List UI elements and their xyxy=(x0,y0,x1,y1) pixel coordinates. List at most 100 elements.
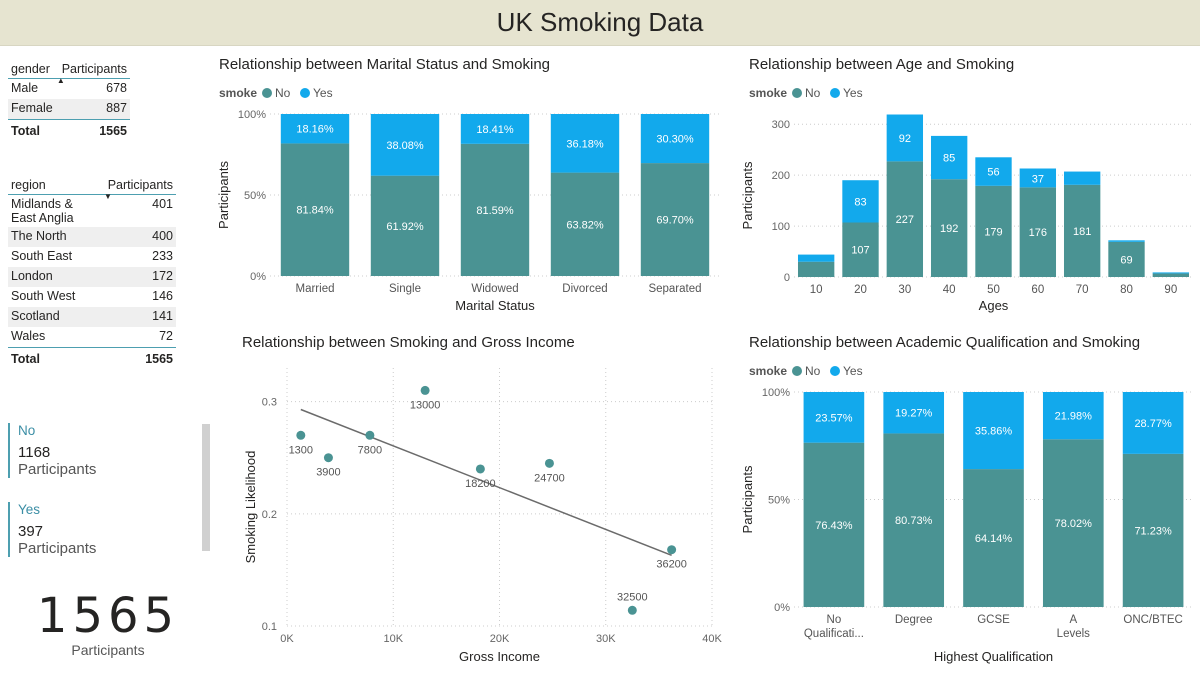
bar-segment-no[interactable] xyxy=(797,261,835,277)
bar-segment-yes[interactable] xyxy=(930,135,968,180)
bar-segment-yes[interactable] xyxy=(963,392,1024,470)
bar-segment-no[interactable] xyxy=(842,222,879,277)
chart-legend[interactable]: smoke No Yes xyxy=(749,364,863,378)
table-row[interactable]: Male 678 xyxy=(8,79,130,100)
smoke-no-card: No 1168 Participants xyxy=(8,423,213,478)
legend-entry[interactable]: Yes xyxy=(843,86,863,100)
bar-segment-yes[interactable] xyxy=(842,180,879,223)
table-row[interactable]: South West 146 xyxy=(8,287,176,307)
table-row[interactable]: The North 400 xyxy=(8,227,176,247)
sort-descending-icon: ▼ xyxy=(104,192,112,201)
bar-segment-yes[interactable] xyxy=(550,114,620,173)
bar-segment-yes[interactable] xyxy=(460,114,530,144)
table-total-row: Total 1565 xyxy=(8,119,130,142)
y-tick-label: 0.3 xyxy=(262,397,277,409)
table-row[interactable]: Wales 72 xyxy=(8,327,176,348)
data-label: 23.57% xyxy=(815,412,853,424)
table-row[interactable]: Female 887 xyxy=(8,99,130,120)
bar-segment-no[interactable] xyxy=(550,172,620,276)
data-label: 181 xyxy=(1073,226,1091,238)
bar-segment-yes[interactable] xyxy=(1042,392,1104,440)
scatter-point[interactable] xyxy=(627,605,637,615)
age-chart[interactable]: Relationship between Age and Smoking smok… xyxy=(740,50,1195,320)
scatter-point[interactable] xyxy=(475,464,485,474)
region-value: 400 xyxy=(104,227,176,247)
data-label: 78.02% xyxy=(1055,518,1093,530)
region-value: 172 xyxy=(104,267,176,287)
y-axis-label: Participants xyxy=(740,465,755,533)
bar-segment-yes[interactable] xyxy=(1122,392,1184,454)
card-scrollbar[interactable] xyxy=(202,424,210,551)
bar-segment-no[interactable] xyxy=(460,143,530,276)
scatter-point[interactable] xyxy=(323,453,333,463)
gender-label: Female xyxy=(8,99,57,120)
sort-ascending-icon: ▲ xyxy=(56,76,65,85)
marital-status-chart[interactable]: Relationship between Marital Status and … xyxy=(210,50,730,320)
region-label: Wales xyxy=(11,329,46,343)
x-axis-label: Ages xyxy=(979,298,1009,313)
data-label: 35.86% xyxy=(975,426,1013,438)
region-column-header[interactable]: region xyxy=(8,176,104,195)
bar-segment-no[interactable] xyxy=(370,175,440,276)
legend-entry[interactable]: Yes xyxy=(313,86,333,100)
card-value: 1168 xyxy=(18,444,51,461)
scatter-point[interactable] xyxy=(365,430,375,440)
bar-segment-no[interactable] xyxy=(280,143,350,276)
bar-segment-yes[interactable] xyxy=(886,114,924,162)
x-tick-label: ONC/BTEC xyxy=(1123,614,1182,626)
data-label: 107 xyxy=(851,245,869,257)
bar-segment-no[interactable] xyxy=(1042,439,1104,607)
bar-segment-no[interactable] xyxy=(975,185,1012,277)
bar-segment-yes[interactable] xyxy=(370,114,440,176)
x-tick-label: 70 xyxy=(1076,284,1089,296)
legend-entry[interactable]: Yes xyxy=(843,364,863,378)
bar-segment-no[interactable] xyxy=(1019,187,1057,277)
bar-segment-yes[interactable] xyxy=(1108,240,1145,242)
bar-segment-no[interactable] xyxy=(886,161,924,277)
bar-segment-no[interactable] xyxy=(883,433,945,607)
legend-title: smoke xyxy=(749,364,787,378)
table-row[interactable]: Midlands & East Anglia 401 xyxy=(8,195,176,228)
chart-legend[interactable]: smoke No Yes xyxy=(749,86,863,100)
bar-segment-yes[interactable] xyxy=(1152,272,1190,274)
bar-segment-no[interactable] xyxy=(1122,453,1184,607)
table-row[interactable]: Scotland 141 xyxy=(8,307,176,327)
legend-entry[interactable]: No xyxy=(275,86,291,100)
scatter-point[interactable] xyxy=(544,458,554,468)
region-table[interactable]: region Participants ▼ Midlands & East An… xyxy=(8,176,176,370)
bar-segment-no[interactable] xyxy=(1063,184,1101,277)
card-value: 397 xyxy=(18,523,44,540)
bar-segment-yes[interactable] xyxy=(975,157,1012,186)
bar-segment-yes[interactable] xyxy=(803,392,865,443)
bar-segment-yes[interactable] xyxy=(797,254,835,262)
bar-segment-yes[interactable] xyxy=(883,392,945,434)
gender-column-header[interactable]: gender xyxy=(8,60,57,79)
income-chart[interactable]: Relationship between Smoking and Gross I… xyxy=(210,328,730,668)
bar-segment-no[interactable] xyxy=(963,469,1024,607)
legend-entry[interactable]: No xyxy=(805,86,821,100)
scatter-point[interactable] xyxy=(296,430,306,440)
bar-segment-no[interactable] xyxy=(1108,241,1145,277)
bar-segment-yes[interactable] xyxy=(280,114,350,144)
chart-legend[interactable]: smoke No Yes xyxy=(219,86,333,100)
legend-entry[interactable]: No xyxy=(805,364,821,378)
total-participants-label: Participants xyxy=(71,642,145,658)
scatter-point[interactable] xyxy=(420,385,430,395)
bar-segment-yes[interactable] xyxy=(1019,168,1057,188)
dashboard-header: UK Smoking Data xyxy=(0,0,1200,46)
scatter-point[interactable] xyxy=(667,545,677,555)
x-tick-label: 80 xyxy=(1120,284,1133,296)
gender-table[interactable]: gender Participants ▲ Male 678 Female 88… xyxy=(8,60,130,142)
qualification-chart[interactable]: Relationship between Academic Qualificat… xyxy=(740,328,1195,668)
bar-segment-yes[interactable] xyxy=(640,114,710,164)
bar-segment-no[interactable] xyxy=(640,163,710,276)
table-row[interactable]: London 172 xyxy=(8,267,176,287)
bar-segment-no[interactable] xyxy=(930,179,968,277)
bar-segment-no[interactable] xyxy=(1152,273,1190,277)
x-tick-label: Married xyxy=(296,283,335,295)
participants-column-header[interactable]: Participants ▲ xyxy=(56,60,130,85)
participants-column-header[interactable]: Participants ▼ xyxy=(104,176,176,201)
bar-segment-yes[interactable] xyxy=(1063,171,1101,185)
bar-segment-no[interactable] xyxy=(803,442,865,607)
table-row[interactable]: South East 233 xyxy=(8,247,176,267)
